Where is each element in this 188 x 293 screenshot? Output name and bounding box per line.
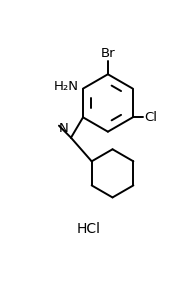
Text: N: N [58, 122, 68, 135]
Text: HCl: HCl [77, 222, 100, 236]
Text: H₂N: H₂N [53, 80, 78, 93]
Text: Br: Br [101, 47, 115, 60]
Text: Cl: Cl [144, 111, 157, 124]
